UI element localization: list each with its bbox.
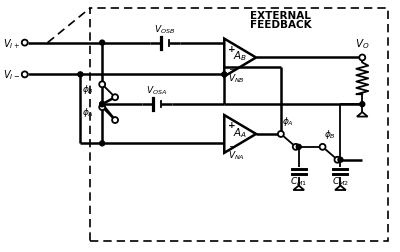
Text: $V_O$: $V_O$ [355,37,370,50]
Circle shape [278,132,284,137]
Circle shape [22,72,28,78]
Circle shape [99,82,105,88]
Text: $V_{NB}$: $V_{NB}$ [228,73,245,85]
Text: $\phi_B$: $\phi_B$ [324,128,336,140]
Text: $\phi_A$: $\phi_A$ [282,115,294,128]
Circle shape [99,105,105,111]
Circle shape [359,55,365,61]
Text: EXTERNAL: EXTERNAL [250,11,311,21]
Circle shape [222,73,227,78]
Text: +: + [228,120,236,130]
Text: $V_{NA}$: $V_{NA}$ [228,149,245,161]
Circle shape [100,102,105,107]
Circle shape [296,145,301,150]
Text: $\phi_A$: $\phi_A$ [82,106,94,119]
Text: FEEDBACK: FEEDBACK [250,20,312,30]
Text: $C_{M1}$: $C_{M1}$ [290,175,307,187]
Text: $V_{I+}$: $V_{I+}$ [3,37,20,50]
Circle shape [338,158,343,163]
Circle shape [112,118,118,123]
Circle shape [293,144,299,150]
Circle shape [100,105,105,110]
Text: $C_{M2}$: $C_{M2}$ [332,175,349,187]
Circle shape [360,102,365,107]
Text: $A_B$: $A_B$ [233,49,247,63]
Text: $A_A$: $A_A$ [233,125,247,139]
Circle shape [112,95,118,101]
Circle shape [100,82,105,87]
Text: $-$: $-$ [228,63,237,72]
Circle shape [22,41,28,46]
Text: $-$: $-$ [228,139,237,148]
Text: $\phi_B$: $\phi_B$ [82,83,94,96]
Circle shape [100,141,105,146]
Circle shape [78,73,83,78]
Text: $V_{OSB}$: $V_{OSB}$ [154,23,175,36]
Text: $V_{I-}$: $V_{I-}$ [3,68,20,82]
Circle shape [320,144,326,150]
Circle shape [100,41,105,46]
Circle shape [278,132,283,137]
Circle shape [100,102,105,107]
Circle shape [334,157,340,163]
Text: +: + [228,44,236,53]
Text: $V_{OSA}$: $V_{OSA}$ [146,84,167,97]
